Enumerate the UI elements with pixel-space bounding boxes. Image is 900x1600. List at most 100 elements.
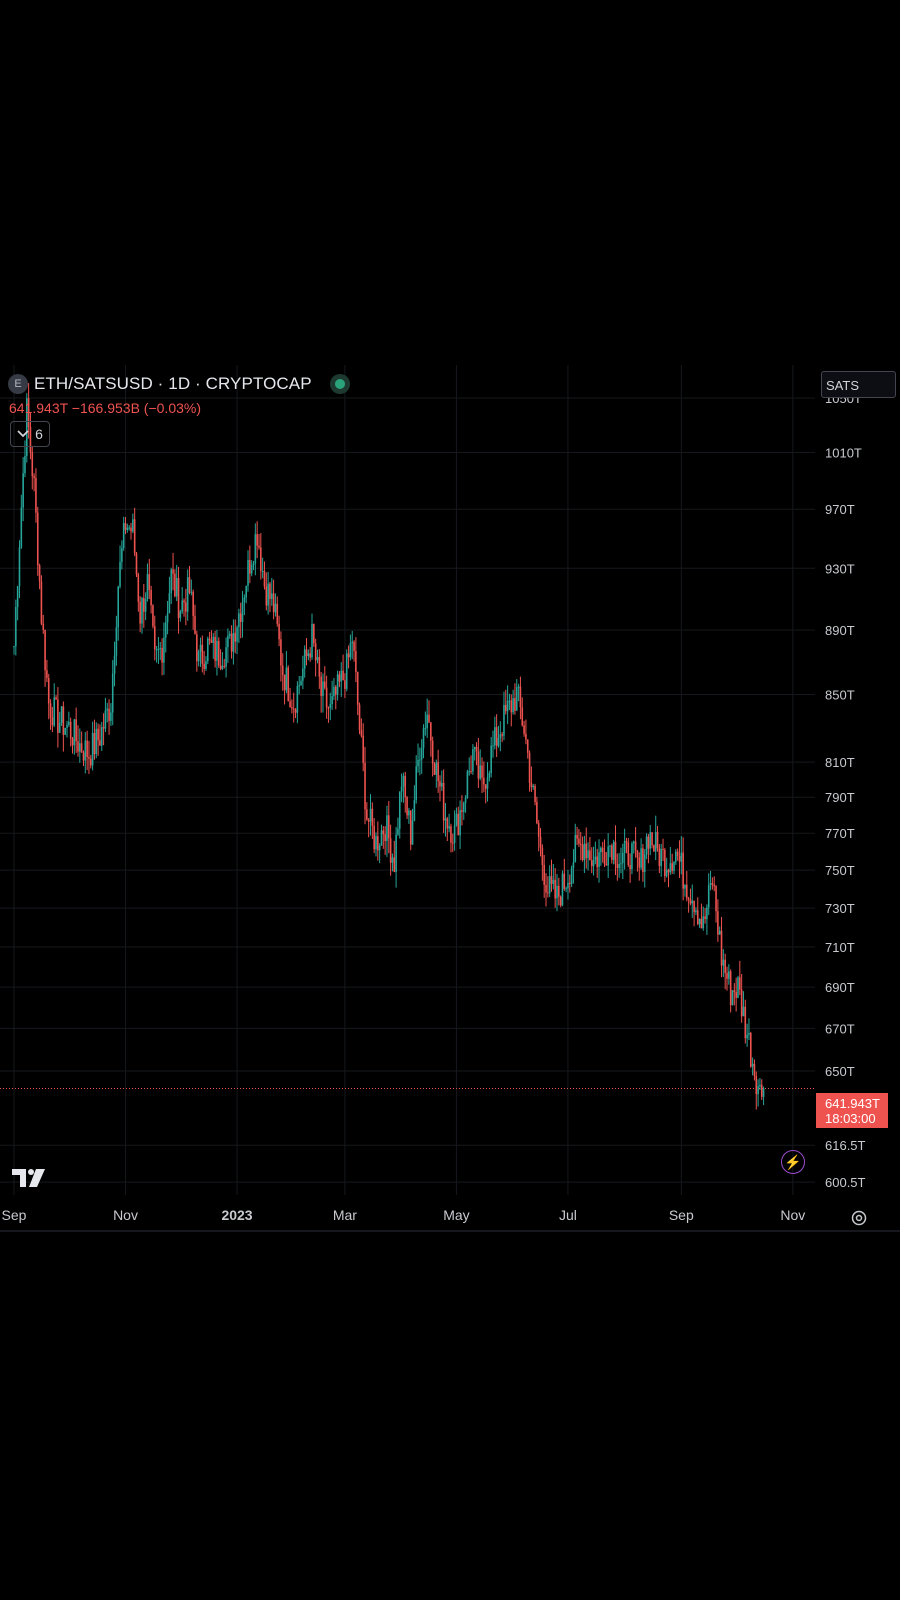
candle-body (680, 852, 683, 862)
candle-body (375, 836, 377, 850)
candle-body (631, 843, 633, 870)
candle-body (700, 918, 703, 929)
candle-body (653, 845, 655, 852)
candle-body (20, 507, 23, 548)
chart-panel[interactable]: 1050T 1010T 970T 930T 890T 850T 810T 790T 770T 75… (0, 365, 900, 1233)
candle-body (395, 834, 397, 872)
symbol-title[interactable]: ETH/SATSUSD · 1D · CRYPTOCAP (34, 374, 312, 393)
bar-countdown: 18:03:00 (825, 1111, 876, 1126)
last-price-label: 641.943T 18:03:00 (816, 1093, 888, 1128)
candle-body (707, 885, 710, 908)
candle-body (153, 626, 156, 650)
candle-body (137, 574, 140, 602)
price-chart[interactable]: 1050T1010T970T930T890T850T810T790T770T75… (0, 365, 900, 1233)
candle-body (411, 820, 414, 845)
candle-body (73, 719, 76, 746)
lightning-bolt-icon[interactable]: ⚡ (781, 1150, 805, 1174)
candle-body (726, 972, 728, 979)
x-axis[interactable]: Sep Nov 2023 Mar May Jul Sep Nov (0, 1207, 900, 1232)
candle-body (651, 832, 653, 846)
candle-body (80, 743, 83, 753)
candle-body (453, 825, 456, 843)
tradingview-logo-icon[interactable] (12, 1168, 48, 1188)
candle-body (172, 569, 174, 574)
candle-body (759, 1084, 761, 1087)
candle-body (274, 603, 277, 613)
candle-body (409, 810, 412, 845)
gear-icon[interactable] (850, 1209, 868, 1227)
symbol-header[interactable]: E ETH/SATSUSD · 1D · CRYPTOCAP (8, 374, 350, 394)
candle-body (93, 732, 96, 755)
candle-body (377, 836, 379, 851)
candle-body (364, 762, 366, 810)
candle-body (446, 818, 449, 829)
candle-body (422, 728, 425, 749)
indicators-toggle-button[interactable]: 6 (10, 421, 50, 447)
y-axis[interactable]: 1050T1010T970T930T890T850T810T790T770T75… (825, 391, 866, 1190)
candle-body (431, 740, 434, 764)
candle-body (400, 786, 403, 792)
candle-body (181, 600, 183, 612)
candle-body (676, 851, 679, 856)
candle-body (121, 548, 123, 563)
candle-body (504, 704, 507, 712)
candle-body (33, 476, 35, 478)
candle-body (671, 863, 673, 871)
candle-body (280, 639, 282, 666)
candle-body (737, 977, 739, 998)
candle-body (552, 879, 555, 884)
candle-body (488, 773, 491, 778)
candle-body (720, 930, 723, 966)
candle-body (543, 864, 545, 885)
candle-body (649, 832, 652, 849)
candle-body (292, 708, 295, 710)
candle-body (36, 512, 39, 566)
candle-body (148, 574, 151, 590)
candle-body (322, 681, 324, 696)
candle-body (693, 900, 695, 913)
candle-body (545, 884, 547, 893)
candle-body (38, 565, 41, 582)
candle-body (424, 728, 427, 730)
candle-body (29, 426, 32, 453)
candle-body (645, 836, 648, 855)
candle-body (186, 577, 189, 612)
candle-body (272, 593, 275, 613)
candle-body (506, 700, 509, 712)
candle-body (79, 743, 81, 752)
candle-body (457, 813, 460, 836)
candle-body (174, 573, 176, 597)
candle-body (605, 864, 608, 866)
candle-body (307, 653, 310, 657)
candle-body (210, 640, 213, 643)
live-status-icon (329, 374, 350, 394)
candle-body (757, 1086, 759, 1095)
candle-body (49, 703, 52, 718)
candle-body (230, 633, 233, 652)
candle-body (611, 845, 613, 860)
symbol-badge[interactable]: E (8, 374, 28, 394)
candle-body (483, 777, 485, 785)
candle-body (590, 860, 593, 867)
candle-body (718, 930, 721, 935)
candle-body (585, 843, 588, 859)
candle-body (15, 607, 17, 647)
candle-body (77, 741, 79, 752)
candle-body (196, 634, 198, 662)
candle-body (393, 857, 396, 872)
candle-body (451, 842, 454, 844)
candle-body (369, 808, 372, 822)
candle-body (554, 879, 556, 899)
candle-body (316, 657, 319, 661)
candle-body (541, 847, 544, 865)
y-tick-label: 1010T (825, 446, 862, 461)
candle-body (521, 707, 524, 726)
currency-selector[interactable]: SATS (821, 371, 896, 398)
candle-body (175, 578, 178, 597)
candle-body (245, 585, 247, 598)
candle-body (519, 686, 522, 708)
candle-body (587, 850, 589, 859)
candle-body (426, 714, 428, 729)
candle-body (450, 826, 452, 843)
candle-body (744, 1006, 747, 1039)
